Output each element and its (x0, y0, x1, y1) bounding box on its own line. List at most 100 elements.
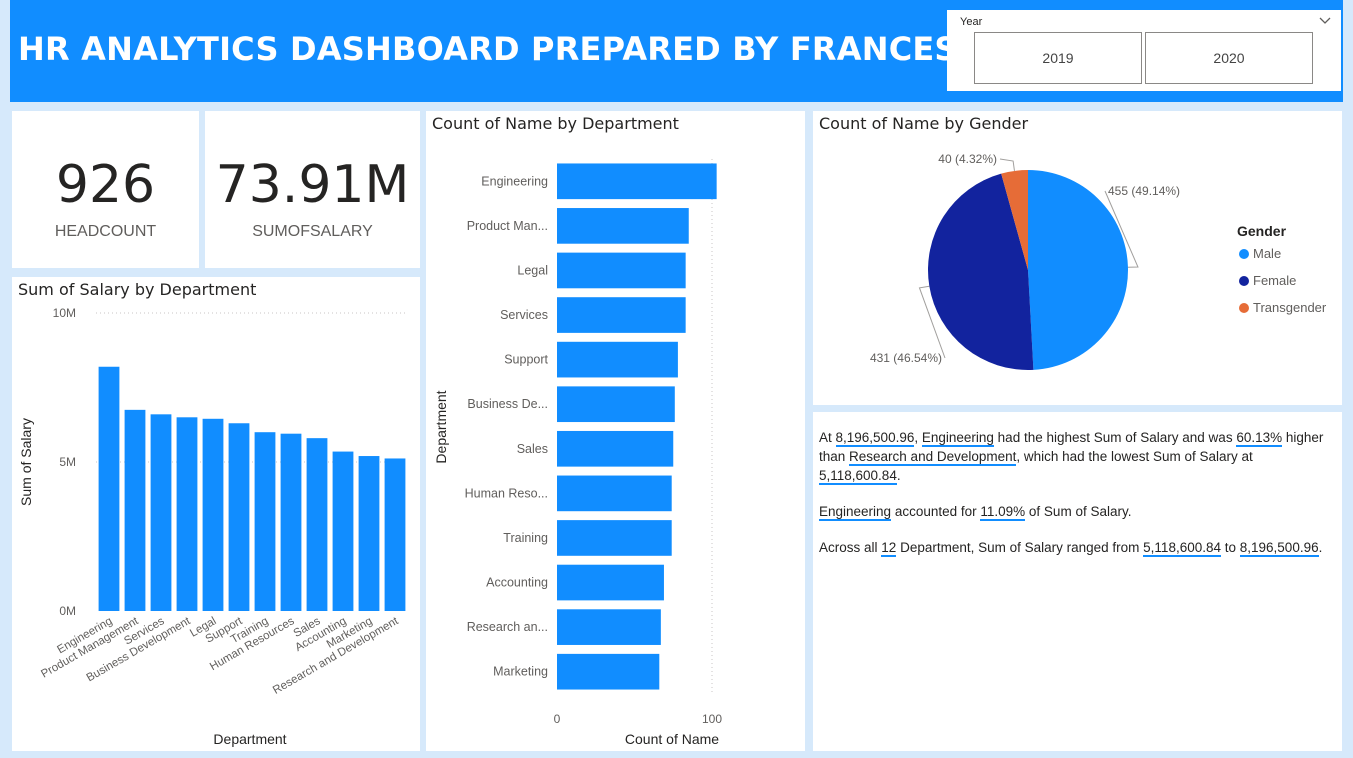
salary-value: 73.91M (215, 155, 410, 215)
narrative-value: 5,118,600.84 (1143, 540, 1221, 557)
y-tick-label: 5M (59, 455, 76, 469)
narrative-value: Engineering (921, 430, 994, 447)
y-tick-label: Legal (517, 263, 548, 277)
legend-title: Gender (1237, 223, 1287, 239)
bar (98, 366, 120, 611)
pie-slice-male (1028, 170, 1129, 370)
y-tick-label: Sales (517, 442, 548, 456)
bar (150, 414, 172, 611)
count-by-gender-chart: 455 (49.14%) 431 (46.54%) 40 (4.32%) (870, 152, 1180, 371)
smart-narrative-panel: At 8,196,500.96, Engineering had the hig… (813, 412, 1342, 751)
slicer-option-2019[interactable]: 2019 (974, 32, 1142, 84)
count-by-department-visual[interactable]: Count of Name by Department 0 100 Engineer… (426, 111, 805, 751)
y-tick-label: Research an... (467, 620, 548, 634)
y-tick-label: Business De... (467, 397, 548, 411)
slicer-option-2020[interactable]: 2020 (1145, 32, 1313, 84)
narrative-paragraph-2: Engineering accounted for 11.09% of Sum … (819, 504, 1132, 521)
narrative-value: 11.09% (980, 504, 1026, 521)
narrative-value: Research and Development (849, 449, 1017, 466)
narrative-paragraph-1: At 8,196,500.96, Engineering had the hig… (819, 430, 1324, 485)
y-tick-label: Services (500, 308, 548, 322)
pie-slice-female (927, 173, 1034, 371)
count-chart-title: Count of Name by Department (432, 114, 679, 133)
bar (557, 475, 672, 512)
y-tick-label: Training (503, 531, 548, 545)
legend-dot-transgender (1239, 302, 1249, 313)
headcount-value: 926 (55, 155, 156, 215)
count-by-department-chart: 0 100 Engineering Product Man... Legal Servic… (433, 159, 722, 747)
legend-label-female: Female (1253, 273, 1297, 288)
y-axis-title: Sum of Salary (18, 418, 34, 506)
bar (557, 208, 689, 244)
year-slicer[interactable]: Year 2019 2020 (947, 10, 1341, 91)
smart-narrative: At 8,196,500.96, Engineering had the hig… (819, 428, 1335, 574)
bar (306, 438, 328, 611)
y-tick-label: Accounting (486, 576, 548, 590)
leader-line (1104, 190, 1139, 268)
headcount-card: 926 HEADCOUNT (12, 111, 199, 268)
bar (332, 451, 354, 611)
narrative-value: 8,196,500.96 (1239, 540, 1319, 557)
bar (280, 433, 302, 611)
dashboard-title: HR ANALYTICS DASHBOARD PREPARED BY FRANC… (18, 30, 958, 68)
chevron-down-icon[interactable] (1319, 14, 1331, 28)
salary-label: SUMOFSALARY (252, 223, 373, 240)
bar (557, 386, 675, 423)
headcount-label: HEADCOUNT (54, 223, 157, 240)
leader-line (918, 285, 946, 359)
bar (557, 653, 660, 690)
bar (557, 297, 686, 333)
narrative-value: 5,118,600.84 (819, 468, 897, 485)
x-axis-title: Count of Name (625, 731, 719, 747)
data-label-female: 431 (46.54%) (870, 351, 942, 365)
legend-item-male[interactable]: Male (1239, 246, 1281, 261)
y-tick-label: Support (504, 353, 548, 367)
narrative-value: 60.13% (1236, 430, 1283, 447)
narrative-value: 12 (881, 540, 897, 557)
slicer-title: Year (960, 16, 983, 28)
legend-item-transgender[interactable]: Transgender (1239, 300, 1326, 315)
y-tick-label: Marketing (493, 665, 548, 679)
count-by-gender-visual[interactable]: Count of Name by Gender 455 (49.14%) 431 … (813, 111, 1342, 405)
bar (228, 423, 250, 611)
bar (557, 609, 661, 645)
bar (124, 409, 146, 611)
legend-item-female[interactable]: Female (1239, 273, 1296, 288)
y-tick-label: Human Reso... (465, 486, 548, 500)
narrative-value: 8,196,500.96 (835, 430, 915, 447)
bar (384, 458, 406, 611)
gender-chart-title: Count of Name by Gender (819, 114, 1029, 133)
y-axis-title: Department (433, 390, 449, 463)
leader-line (999, 158, 1015, 171)
bar (176, 417, 198, 611)
x-tick-label: 0 (554, 712, 561, 726)
legend-label-male: Male (1253, 246, 1282, 261)
bar (557, 430, 674, 467)
bar (557, 520, 672, 556)
y-tick-label: 0M (59, 604, 76, 618)
bar (557, 341, 678, 378)
data-label-transgender: 40 (4.32%) (938, 152, 997, 166)
narrative-value: Engineering (819, 504, 892, 521)
y-tick-label: Engineering (481, 174, 548, 188)
y-tick-label: 10M (53, 306, 76, 320)
salary-chart-title: Sum of Salary by Department (18, 280, 257, 299)
y-tick-label: Product Man... (467, 219, 548, 233)
legend-label-transgender: Transgender (1253, 300, 1327, 315)
data-label-male: 455 (49.14%) (1108, 184, 1180, 198)
x-axis-title: Department (213, 731, 286, 747)
narrative-paragraph-3: Across all 12 Department, Sum of Salary … (819, 540, 1323, 557)
salary-by-department-visual[interactable]: Sum of Salary by Department 0M 5M 10M Engin… (12, 277, 420, 751)
bar (254, 432, 276, 611)
bar (358, 456, 380, 611)
bar (557, 163, 717, 200)
pie-slice-transgender (1001, 170, 1028, 270)
salary-card: 73.91M SUMOFSALARY (205, 111, 420, 268)
bar (557, 252, 686, 289)
legend-dot-female (1239, 275, 1249, 286)
bar (202, 418, 224, 611)
x-tick-label: 100 (702, 712, 722, 726)
legend-dot-male (1239, 248, 1249, 259)
bar (557, 564, 664, 601)
